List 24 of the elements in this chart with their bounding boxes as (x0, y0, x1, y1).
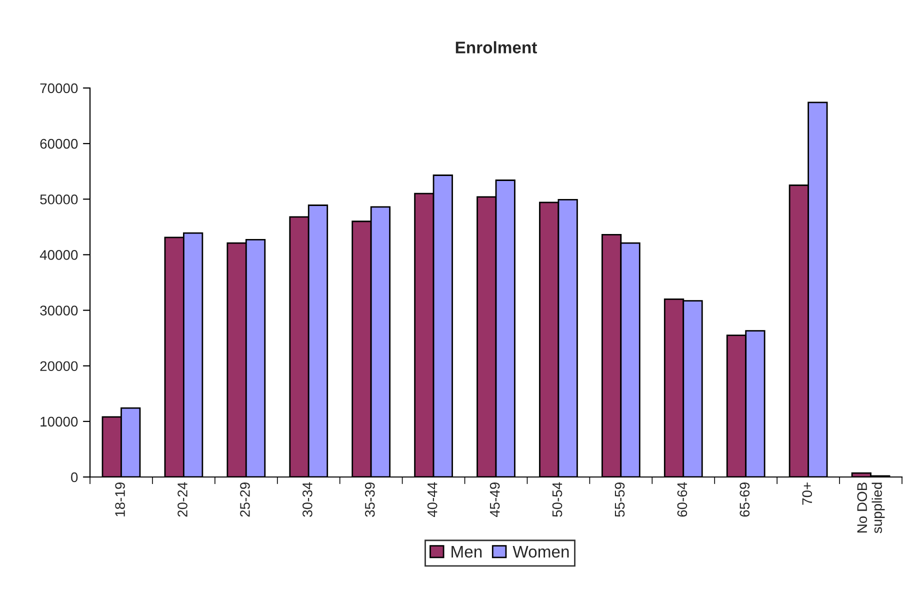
y-tick-label: 10000 (40, 416, 78, 427)
x-tick-label: 60-64 (677, 482, 688, 517)
x-tick-label: 35-39 (364, 482, 375, 517)
x-tick-label: 18-19 (115, 482, 125, 516)
x-tick-label: 70+ (802, 482, 812, 505)
legend-label: Men (452, 546, 482, 558)
y-tick-label: 40000 (40, 250, 78, 260)
y-tick-label: 0 (71, 472, 78, 482)
x-tick-label: 30-34 (302, 482, 312, 517)
x-tick-label: 40-44 (427, 482, 438, 518)
y-tick-label: 50000 (40, 194, 78, 204)
x-tick-label: No DOB supplied (857, 482, 885, 534)
y-tick-label: 70000 (40, 83, 78, 94)
x-tick-label: 50-54 (552, 482, 562, 517)
y-tick-label: 60000 (40, 138, 78, 149)
x-tick-label: 20-24 (178, 482, 188, 517)
y-tick-label: 20000 (40, 361, 78, 372)
x-tick-label: 25-29 (240, 482, 250, 517)
x-tick-label: 55-59 (614, 482, 625, 517)
legend-label: Women (512, 546, 569, 558)
x-tick-label: 65-69 (740, 482, 750, 517)
x-tick-label: 45-49 (490, 482, 500, 518)
y-tick-label: 30000 (40, 306, 78, 316)
chart-title: Enrolment (456, 41, 538, 54)
